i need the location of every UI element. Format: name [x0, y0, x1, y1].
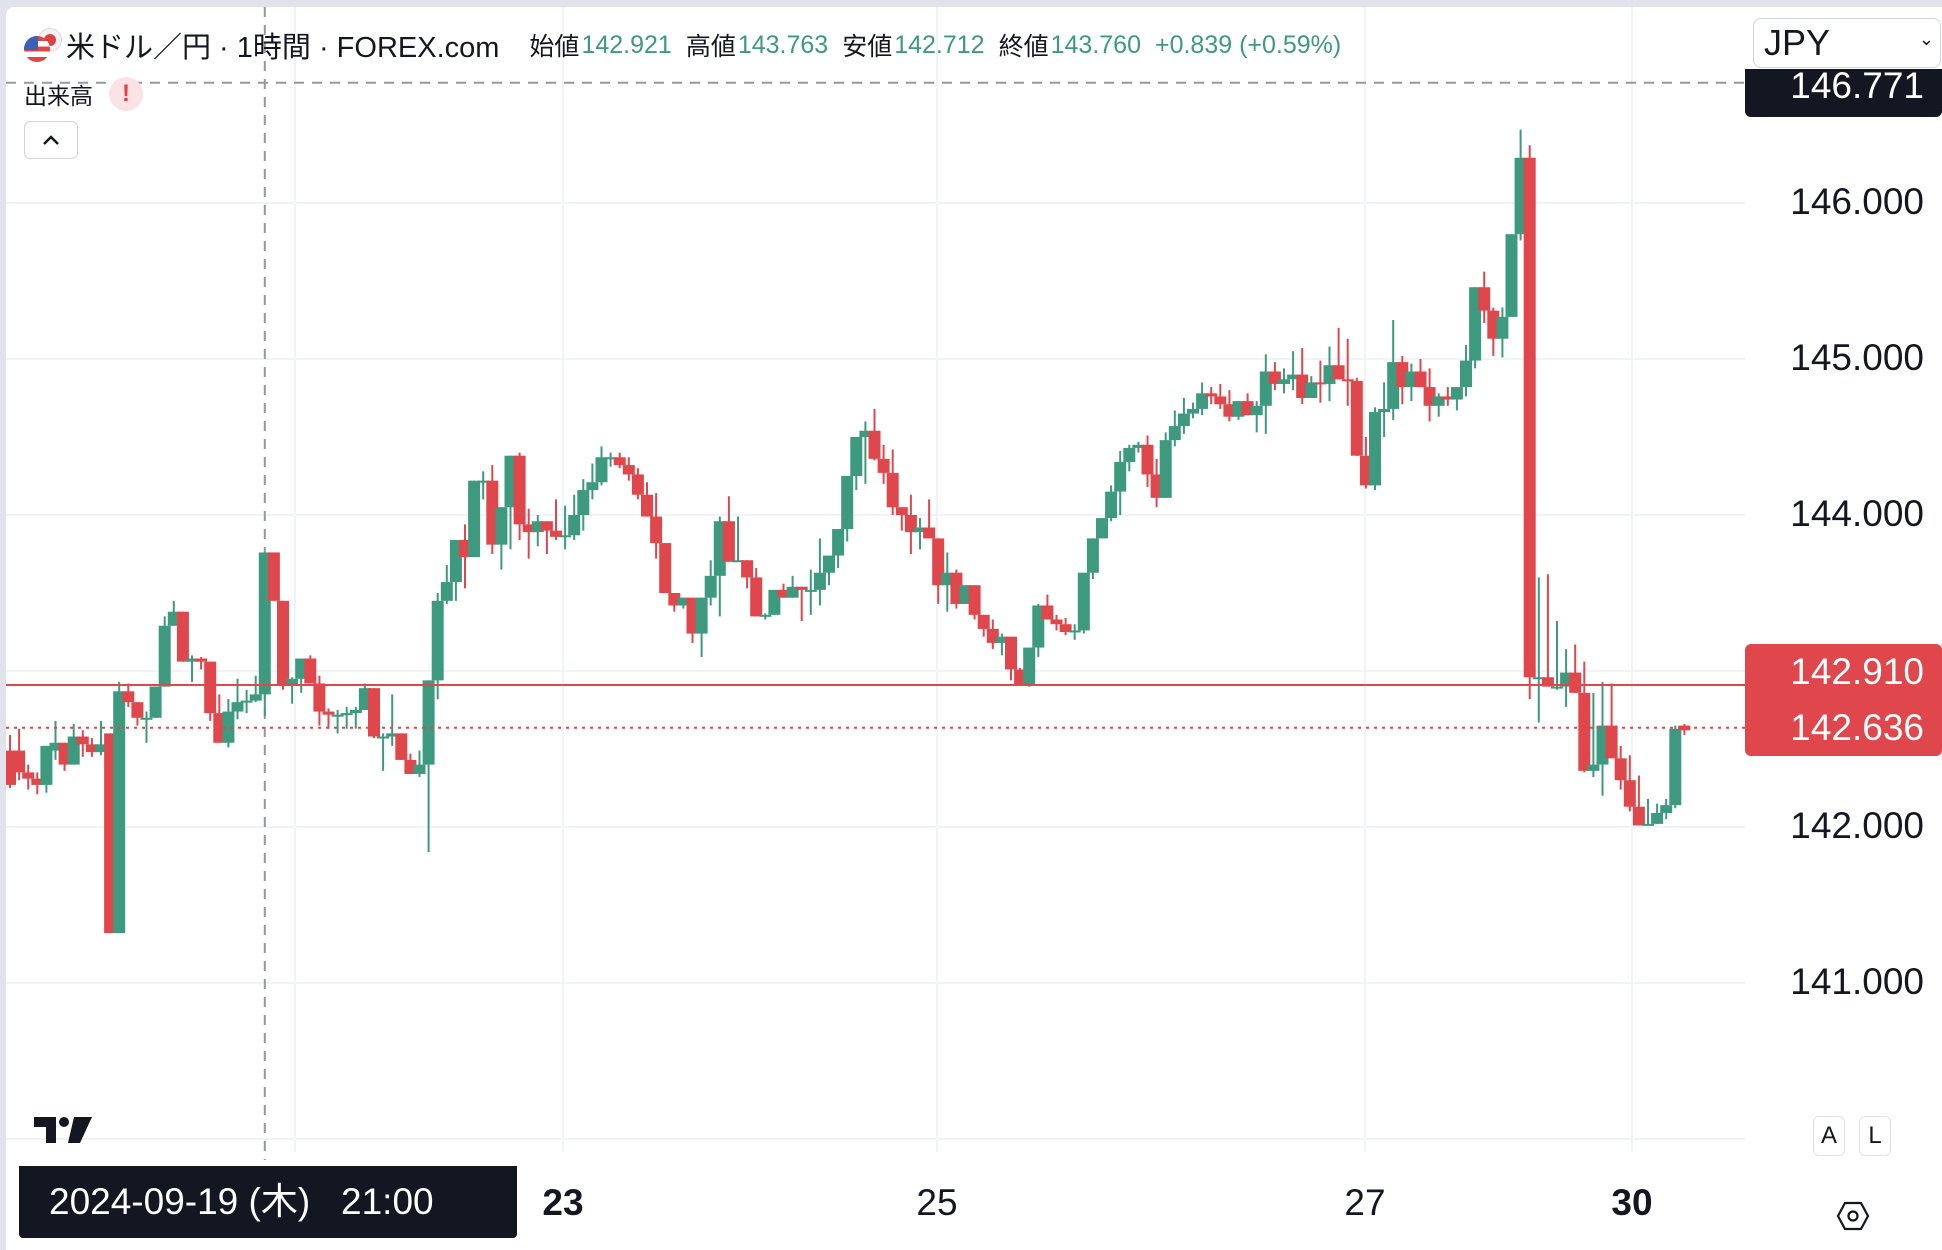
close-value: 143.760 [1050, 30, 1141, 59]
price-axis-label: 144.000 [1790, 493, 1924, 534]
high-value: 143.763 [737, 30, 829, 59]
currency-value: JPY [1764, 22, 1831, 63]
chevron-down-icon: ⌄ [1918, 29, 1934, 49]
usd-jpy-flag-icon [24, 28, 62, 62]
time-axis-label: 25 [916, 1182, 958, 1223]
chart-frame: 米ドル／円 · 1時間 · FOREX.com 始値 142.921 高値 143.… [6, 7, 1942, 1250]
time-axis-label: 23 [542, 1182, 584, 1223]
bid-price: 142.636 [1790, 707, 1924, 748]
time-axis-label: 27 [1344, 1182, 1386, 1223]
volume-label: 出来高 [24, 83, 93, 109]
volume-indicator[interactable]: 出来高 ! [24, 77, 143, 111]
candles [6, 129, 1691, 934]
price-axis-label: 141.000 [1790, 961, 1924, 1002]
low-value: 142.712 [894, 30, 985, 59]
symbol-title[interactable]: 米ドル／円 · 1時間 · FOREX.com [66, 32, 500, 64]
crosshair-date-tag: 2024-09-19 (木) 21:00 [19, 1166, 517, 1238]
log-scale-button[interactable]: L [1859, 1116, 1891, 1156]
price-axis-label: 146.000 [1790, 181, 1924, 222]
price-lines [6, 684, 1745, 729]
chart-grid [6, 7, 1745, 1152]
crosshair-price: 146.771 [1790, 69, 1924, 106]
symbol-legend: 米ドル／円 · 1時間 · FOREX.com 始値 142.921 高値 143.… [24, 25, 1341, 65]
collapse-indicators-button[interactable] [24, 121, 78, 159]
last-price: 142.910 [1790, 651, 1924, 692]
currency-select[interactable]: JPY ⌄ [1753, 18, 1941, 68]
time-axis-label: 30 [1611, 1182, 1653, 1223]
crosshair-price-tag: 146.771 [1745, 69, 1942, 117]
chevron-up-icon [43, 135, 59, 145]
candlestick-chart[interactable] [6, 7, 1942, 1250]
price-axis-label: 142.000 [1790, 805, 1924, 846]
settings-icon[interactable] [1836, 1201, 1870, 1231]
high-label: 高値 [685, 33, 736, 61]
warning-icon[interactable]: ! [109, 77, 143, 111]
tradingview-logo-icon[interactable] [34, 1115, 94, 1145]
auto-scale-button[interactable]: A [1813, 1116, 1845, 1156]
price-axis-label: 145.000 [1790, 337, 1924, 378]
last-price-tag: 142.910 142.636 [1745, 644, 1942, 756]
open-value: 142.921 [581, 30, 672, 59]
low-label: 安値 [842, 33, 893, 61]
close-label: 終値 [998, 33, 1049, 61]
open-label: 始値 [529, 33, 580, 61]
change-value: +0.839 (+0.59%) [1154, 30, 1342, 59]
